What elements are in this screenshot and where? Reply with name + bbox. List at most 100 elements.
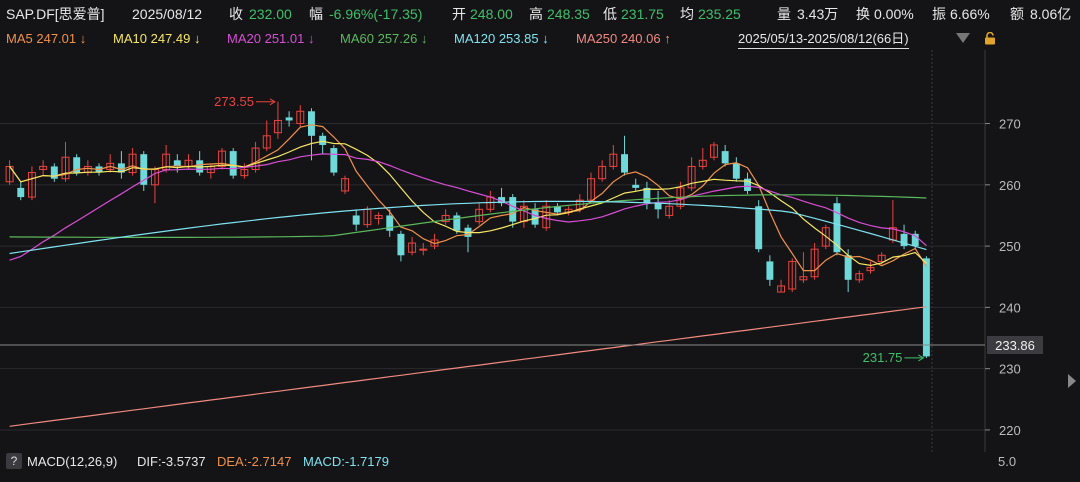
annotation-arrowhead — [918, 354, 925, 362]
candle-body — [240, 168, 249, 177]
ma10-line — [9, 140, 927, 267]
candle-body — [855, 273, 864, 281]
candle — [665, 200, 674, 219]
ma5-arrow: ↓ — [79, 31, 87, 46]
y-axis: 270 260 250 240 230 220 — [999, 117, 1021, 438]
candle-body — [308, 111, 315, 136]
y-tick-label: 270 — [999, 117, 1021, 132]
quote-header: SAP.DF[思爱普] 2025/08/12 收 232.00 幅 -6.96%… — [0, 0, 1080, 28]
candle-body — [408, 242, 417, 253]
candle-body — [251, 147, 260, 170]
candle — [698, 148, 707, 170]
candle-body — [27, 172, 36, 198]
ma10-value: 247.49 — [150, 31, 191, 46]
candle-body — [654, 203, 662, 210]
amount-label: 额 — [1010, 6, 1024, 22]
ma10-legend[interactable]: MA10 247.49 ↓ — [113, 28, 200, 50]
macd-dif: DIF:-3.5737 — [137, 454, 206, 469]
candle — [218, 148, 226, 170]
candle — [196, 151, 204, 176]
candle — [866, 261, 875, 274]
date-label: 2025/08/12 — [132, 6, 203, 22]
candle — [833, 197, 841, 256]
low-value: 231.75 — [621, 6, 664, 22]
candle-body — [374, 214, 383, 220]
candle-body — [900, 233, 908, 247]
candle-body — [341, 178, 349, 192]
candle — [240, 163, 249, 179]
candle — [598, 160, 607, 182]
crosshair-price-box — [987, 336, 1043, 355]
candle-body — [117, 163, 125, 173]
candle-body — [744, 178, 751, 191]
dropdown-triangle-icon[interactable] — [956, 33, 970, 43]
date-range-selector[interactable]: 2025/05/13-2025/08/12(66日) — [738, 30, 909, 49]
price-annotation: 273.55 — [214, 94, 276, 109]
candle-body — [877, 254, 886, 262]
candle-body — [609, 153, 618, 167]
ma10-label: MA10 — [113, 31, 147, 46]
candle-body — [788, 260, 797, 290]
ma250-value: 240.06 — [620, 31, 661, 46]
ma250-legend[interactable]: MA250 240.06 ↑ — [576, 28, 671, 50]
candle — [128, 148, 137, 176]
candle-body — [453, 215, 461, 231]
macd-dea: DEA:-2.7147 — [217, 454, 292, 469]
candle — [587, 172, 595, 204]
candle-body — [777, 285, 786, 293]
candle-body — [296, 110, 305, 125]
candle — [273, 101, 282, 139]
ma5-legend[interactable]: MA5 247.01 ↓ — [6, 28, 86, 50]
candle — [117, 151, 125, 179]
candle-body — [632, 184, 640, 188]
candle — [654, 190, 662, 219]
candle — [777, 279, 786, 293]
candle — [150, 166, 159, 204]
ma60-legend[interactable]: MA60 257.26 ↓ — [340, 28, 427, 50]
candle — [262, 120, 271, 152]
scroll-right-icon[interactable] — [1068, 374, 1076, 388]
open-value: 248.00 — [470, 6, 513, 22]
ma20-value: 251.01 — [264, 31, 305, 46]
candle — [621, 135, 628, 176]
candle — [632, 178, 640, 191]
macd-label[interactable]: MACD(12,26,9) — [27, 454, 118, 469]
candle — [308, 108, 315, 161]
price-annotation: 231.75 — [863, 350, 925, 365]
candle-body — [732, 163, 740, 179]
candle — [5, 160, 14, 185]
candle — [106, 154, 115, 173]
candle-body — [710, 144, 718, 158]
candle-body — [73, 157, 81, 173]
lock-icon[interactable] — [984, 32, 996, 45]
candle — [441, 209, 450, 225]
avg-value: 235.25 — [698, 6, 741, 22]
turnover-label: 换 — [856, 6, 870, 22]
high-value: 248.35 — [547, 6, 590, 22]
volume-label: 量 — [777, 6, 791, 22]
candle — [374, 212, 383, 225]
candle — [419, 243, 428, 256]
symbol-label[interactable]: SAP.DF[思爱普] — [6, 6, 105, 22]
candle — [386, 209, 394, 237]
candle-body — [50, 166, 58, 179]
help-button[interactable]: ? — [6, 453, 22, 469]
crosshair-price-label: 233.86 — [995, 338, 1035, 353]
amount-value: 8.06亿 — [1030, 6, 1072, 22]
annotation-label: 231.75 — [863, 350, 903, 365]
candle — [251, 141, 260, 173]
candle — [844, 249, 852, 293]
candle — [498, 187, 506, 207]
candle-body — [61, 156, 70, 180]
candle — [643, 181, 651, 210]
ma20-legend[interactable]: MA20 251.01 ↓ — [227, 28, 314, 50]
candle-body — [844, 255, 852, 280]
y-tick-label: 220 — [999, 423, 1021, 438]
candle-body — [665, 205, 674, 216]
candle — [486, 190, 495, 213]
ma250-arrow: ↑ — [664, 31, 671, 46]
candlestick-chart[interactable]: 270 260 250 240 230 220 273.55 231.75 233.86 — [0, 50, 1080, 452]
candle-body — [755, 206, 763, 250]
candle — [319, 132, 327, 155]
ma120-legend[interactable]: MA120 253.85 ↓ — [454, 28, 549, 50]
